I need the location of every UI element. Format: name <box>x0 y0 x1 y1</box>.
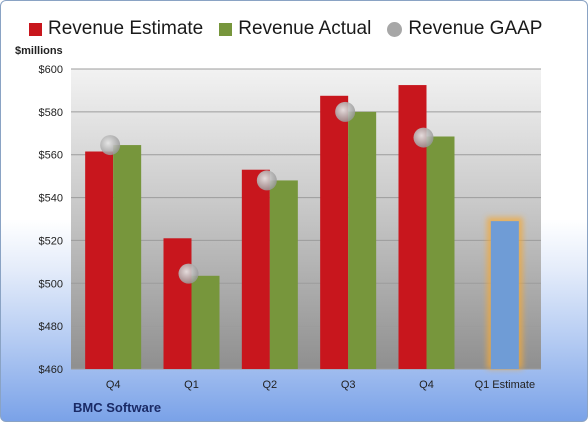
legend-item-gaap: Revenue GAAP <box>387 18 542 40</box>
x-tick-label: Q1 Estimate <box>475 379 536 391</box>
x-tick-label: Q4 <box>419 379 434 391</box>
marker-revenue-gaap <box>256 170 277 191</box>
bar-revenue-actual <box>113 145 142 369</box>
x-tick-label: Q3 <box>341 379 356 391</box>
x-tick-label: Q4 <box>106 379 121 391</box>
legend-swatch-actual <box>219 22 233 36</box>
company-name: BMC Software <box>73 400 161 415</box>
plot-area <box>71 69 541 369</box>
y-axis-ticks: $460 $480 $500 $520 $540 $560 $580 $600 <box>39 64 63 376</box>
legend-item-actual: Revenue Actual <box>219 18 371 40</box>
gaap-markers <box>100 101 434 284</box>
y-tick-label: $520 <box>39 235 63 247</box>
bar-revenue-estimate <box>241 169 270 369</box>
y-axis-unit: $millions <box>15 45 63 57</box>
gridlines <box>71 68 541 370</box>
y-tick-label: $540 <box>39 193 63 205</box>
marker-revenue-gaap <box>100 135 121 156</box>
legend-swatch-gaap <box>387 21 403 37</box>
bar-q1-estimate <box>490 221 519 369</box>
bar-revenue-estimate <box>85 151 114 369</box>
y-tick-label: $480 <box>39 321 63 333</box>
bar-revenue-estimate <box>320 95 349 370</box>
bar-revenue-actual <box>269 180 298 369</box>
legend-label-estimate: Revenue Estimate <box>48 18 204 39</box>
y-tick-label: $560 <box>39 150 63 162</box>
x-axis-ticks: Q4 Q1 Q2 Q3 Q4 Q1 Estimate <box>106 379 535 391</box>
bars-layer <box>85 85 523 370</box>
y-tick-label: $600 <box>39 64 63 76</box>
legend-label-gaap: Revenue GAAP <box>408 18 543 39</box>
bar-revenue-actual <box>426 136 455 369</box>
y-tick-label: $580 <box>39 107 63 119</box>
legend-label-actual: Revenue Actual <box>238 18 372 39</box>
y-tick-label: $500 <box>39 278 63 290</box>
marker-revenue-gaap <box>335 101 356 122</box>
x-tick-label: Q2 <box>262 379 277 391</box>
bar-revenue-actual <box>348 111 377 369</box>
legend-item-estimate: Revenue Estimate <box>29 18 203 40</box>
x-tick-label: Q1 <box>184 379 199 391</box>
marker-revenue-gaap <box>413 127 434 148</box>
marker-revenue-gaap <box>178 263 199 284</box>
legend: Revenue Estimate Revenue Actual Revenue … <box>29 17 558 41</box>
bar-revenue-actual <box>191 275 220 369</box>
legend-swatch-estimate <box>29 22 42 36</box>
bar-revenue-estimate <box>163 238 192 369</box>
y-tick-label: $460 <box>39 364 63 376</box>
